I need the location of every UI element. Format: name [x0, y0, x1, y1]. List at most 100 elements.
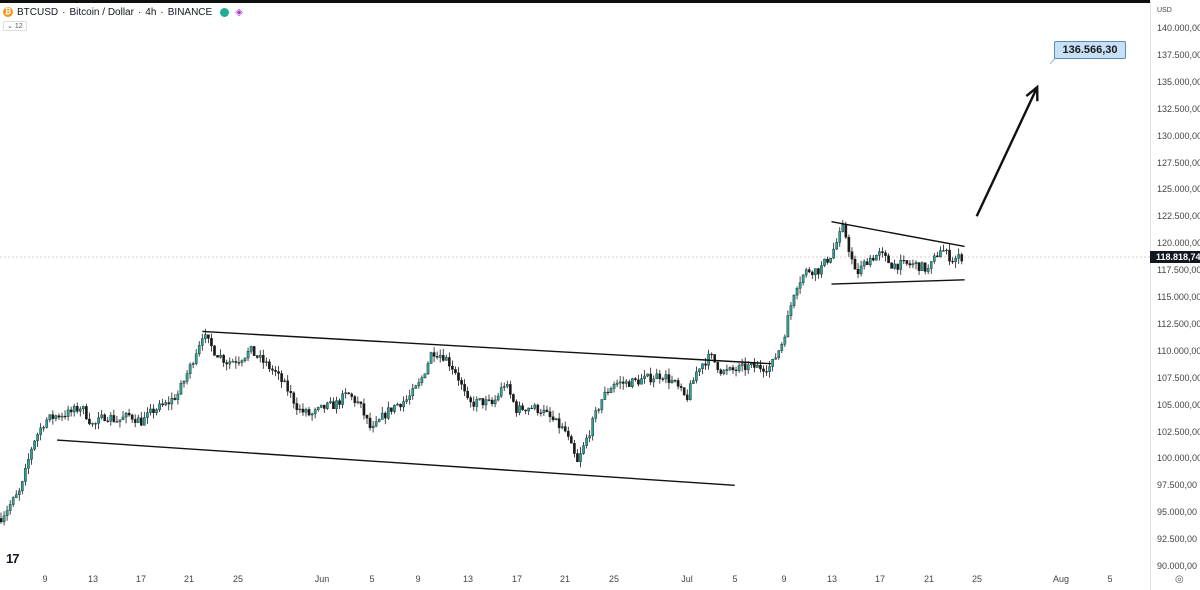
candle-down	[173, 397, 177, 400]
candle-down	[472, 401, 476, 407]
candle-up	[8, 504, 12, 511]
candle-up	[862, 261, 866, 267]
projection-arrow-head	[1025, 84, 1039, 102]
candle-down	[271, 368, 274, 371]
candle-down	[457, 372, 460, 381]
projection-arrow	[975, 54, 1059, 217]
price-tick-label: 102.500,00	[1157, 426, 1200, 437]
candle-up	[179, 382, 183, 395]
separator: ·	[160, 6, 164, 18]
separator: ·	[137, 6, 142, 18]
candle-down	[307, 409, 311, 416]
candle-up	[792, 294, 796, 306]
candle-down	[704, 363, 707, 366]
candle-down	[573, 443, 576, 454]
projection-arrow-shaft	[975, 86, 1039, 217]
date-tick-label: Jul	[681, 574, 693, 584]
candle-up	[371, 425, 375, 429]
candle-down	[286, 380, 290, 392]
candle-up	[11, 497, 15, 505]
candle-up	[499, 387, 503, 397]
candle-up	[652, 378, 655, 383]
candle-down	[856, 269, 860, 275]
candle-up	[143, 417, 146, 426]
candle-up	[414, 385, 418, 389]
date-tick-label: 13	[462, 574, 474, 584]
candle-down	[545, 409, 549, 412]
candle-up	[219, 355, 222, 358]
candle-down	[268, 361, 271, 370]
candle-down	[734, 369, 738, 372]
price-chart[interactable]	[0, 0, 1150, 590]
candle-down	[826, 258, 829, 263]
candle-up	[402, 401, 405, 408]
candle-down	[0, 518, 3, 523]
candle-up	[823, 258, 826, 266]
candle-down	[628, 381, 631, 387]
date-tick-label: 25	[608, 574, 620, 584]
candle-up	[655, 373, 659, 380]
candle-up	[768, 366, 771, 372]
candle-up	[737, 365, 741, 371]
candle-up	[502, 386, 506, 388]
chevron-down-icon: ⌄	[7, 23, 13, 30]
candle-down	[466, 390, 469, 398]
candle-up	[158, 403, 161, 410]
candle-down	[658, 373, 662, 380]
candle-down	[63, 415, 67, 418]
candle-up	[283, 380, 286, 383]
candle-up	[298, 408, 302, 411]
candle-down	[682, 387, 686, 396]
candle-down	[509, 384, 512, 395]
candle-down	[634, 378, 637, 380]
candle-down	[390, 407, 393, 412]
window-top-bar	[0, 0, 1200, 3]
add-compare-icon[interactable]: ◈	[235, 6, 243, 18]
bitcoin-icon: ₿	[3, 7, 13, 17]
tradingview-logo[interactable]: 17	[6, 551, 20, 566]
candle-up	[423, 373, 427, 379]
candle-down	[115, 421, 119, 423]
candle-down	[923, 262, 927, 272]
indicator-count-badge[interactable]: ⌄ 12	[3, 21, 27, 31]
candle-down	[567, 430, 570, 437]
candle-down	[133, 419, 137, 423]
candle-up	[926, 268, 930, 272]
date-tick-label: 9	[415, 574, 421, 584]
candle-down	[106, 420, 110, 422]
candle-up	[335, 400, 338, 410]
candle-up	[393, 405, 396, 412]
candle-up	[396, 403, 399, 406]
candle-down	[69, 409, 73, 413]
price-axis[interactable]	[1150, 0, 1200, 590]
candle-up	[240, 360, 244, 363]
settings-icon[interactable]: ◎	[1175, 574, 1184, 585]
candle-down	[637, 379, 640, 385]
candle-up	[533, 404, 537, 409]
candle-up	[786, 315, 790, 338]
candle-up	[445, 357, 448, 361]
price-tick-label: 107.500,00	[1157, 372, 1200, 383]
candle-down	[359, 401, 363, 404]
candle-up	[527, 407, 530, 412]
candle-up	[380, 412, 384, 420]
candle-up	[929, 261, 933, 269]
candle-up	[829, 257, 832, 263]
last-price-badge: 118.818,74	[1150, 251, 1200, 263]
candle-down	[130, 414, 134, 420]
currency-label: USD	[1157, 7, 1172, 14]
candle-down	[338, 400, 341, 405]
candle-up	[411, 388, 415, 397]
candle-up	[875, 255, 878, 261]
date-tick-label: 9	[781, 574, 787, 584]
target-price-label[interactable]: 136.566,30	[1054, 41, 1126, 59]
candle-down	[252, 346, 256, 356]
symbol-header[interactable]: ₿ BTCUSD · Bitcoin / Dollar · 4h · BINAN…	[0, 4, 243, 20]
candle-up	[771, 359, 774, 367]
candle-down	[451, 365, 454, 370]
candle-up	[420, 377, 424, 383]
candle-up	[643, 375, 646, 379]
candle-up	[911, 263, 915, 266]
date-tick-label: 17	[135, 574, 147, 584]
date-tick-label: 5	[1107, 574, 1113, 584]
